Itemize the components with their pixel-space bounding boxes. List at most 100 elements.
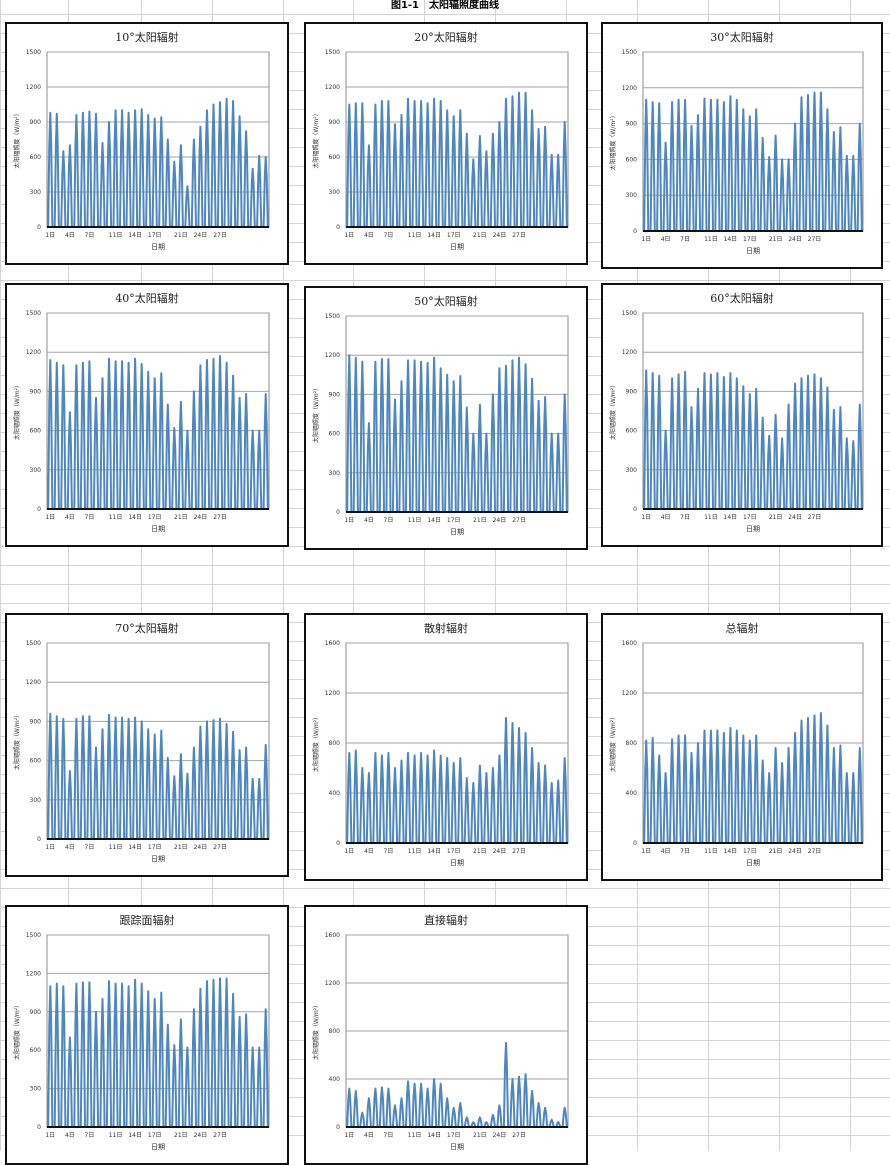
y-tick-label: 300 [329, 189, 341, 196]
data-point [787, 747, 790, 749]
data-point [826, 108, 829, 111]
x-tick-label: 17日 [743, 848, 757, 855]
data-point [82, 715, 84, 717]
x-tick-label: 24日 [493, 232, 507, 239]
data-point [800, 719, 803, 722]
data-point [238, 115, 241, 117]
data-point [459, 375, 462, 377]
data-point [439, 367, 442, 370]
data-point [479, 135, 481, 137]
data-point [212, 357, 215, 360]
chart-20-degree[interactable]: 20°太阳辐射 0 300 600 900 1200 1500 太阳辐照度（W/m²） 1日 4日… [304, 22, 588, 265]
data-point [563, 393, 566, 396]
x-tick-label: 14日 [724, 848, 738, 855]
x-tick-label: 11日 [109, 1132, 123, 1139]
x-tick-label: 1日 [45, 232, 55, 239]
x-tick-label: 21日 [473, 848, 487, 855]
data-point [82, 361, 84, 364]
y-tick-label: 400 [329, 1076, 341, 1083]
data-point [492, 1114, 494, 1116]
y-tick-label: 1200 [26, 679, 41, 686]
data-point [723, 376, 725, 378]
data-point [852, 772, 855, 774]
chart-10-degree[interactable]: 10°太阳辐射 0 300 600 900 1200 1500 太阳辐照度（W/m²） 1日 4日… [5, 22, 289, 265]
data-point [121, 360, 123, 363]
chart-30-degree[interactable]: 30°太阳辐射 0 300 600 900 1200 1500 太阳辐照度（W/m²） 1日 4日… [601, 22, 883, 269]
chart-title: 总辐射 [726, 621, 759, 635]
data-point [531, 109, 533, 112]
data-point [225, 97, 228, 100]
data-point [101, 728, 104, 730]
data-point [433, 357, 435, 359]
data-point [147, 990, 149, 993]
y-tick-label: 0 [633, 506, 637, 513]
data-point [88, 715, 91, 717]
x-tick-label: 4日 [364, 517, 374, 524]
chart-70-degree[interactable]: 70°太阳辐射 0 300 600 900 1200 1500 太阳辐照度（W/m²） 1日 4日… [5, 613, 289, 877]
x-tick-label: 27日 [213, 232, 227, 239]
x-tick-label: 14日 [427, 232, 441, 239]
data-point [180, 401, 182, 403]
y-tick-label: 900 [30, 119, 42, 126]
data-point [368, 422, 370, 424]
y-tick-label: 0 [633, 840, 637, 847]
chart-40-degree[interactable]: 40°太阳辐射 0 300 600 900 1200 1500 太阳辐照度（W/m²） 1日 4日… [5, 283, 289, 547]
y-tick-label: 300 [30, 797, 42, 804]
data-point [684, 371, 686, 373]
data-point [180, 753, 182, 755]
data-point [413, 359, 416, 362]
data-point [716, 372, 719, 374]
y-axis-label: 太阳辐照度（W/m²） [13, 712, 21, 770]
data-point [108, 714, 110, 716]
data-point [485, 772, 488, 774]
data-point [839, 406, 842, 408]
y-tick-label: 800 [329, 1028, 341, 1035]
data-point [127, 985, 130, 987]
chart-direct-radiation[interactable]: 直接辐射 0 400 800 1200 1600 太阳辐照度（W/m²） 1日 4日 7日 11日 1… [304, 905, 588, 1165]
data-point [264, 156, 267, 158]
x-tick-label: 27日 [808, 236, 822, 243]
data-point [755, 388, 757, 390]
data-point [232, 993, 234, 995]
data-point [485, 150, 488, 152]
data-point [167, 1023, 169, 1026]
chart-tracking-surface-radiation[interactable]: 跟踪面辐射 0 300 600 900 1200 1500 太阳辐照度（W/m²） 1日 4日 7日… [5, 905, 289, 1165]
data-point [62, 150, 65, 152]
data-point [852, 440, 855, 442]
y-axis-label: 太阳辐照度（W/m²） [312, 714, 320, 772]
data-point [774, 747, 777, 749]
y-tick-label: 1500 [325, 49, 340, 56]
x-axis-label: 日期 [450, 243, 464, 251]
x-tick-label: 1日 [344, 232, 354, 239]
chart-60-degree[interactable]: 60°太阳辐射 0 300 600 900 1200 1500 太阳辐照度（W/m²） 1日 4日… [601, 283, 883, 547]
x-tick-label: 4日 [65, 232, 75, 239]
data-point [749, 739, 751, 742]
data-point [95, 746, 97, 749]
chart-total-radiation[interactable]: 总辐射 0 400 800 1200 1600 太阳辐照度（W/m²） 1日 4日 7日 11日 14… [601, 613, 883, 881]
chart-50-degree[interactable]: 50°太阳辐射 0 300 600 900 1200 1500 太阳辐照度（W/m²） 1日 4日… [304, 286, 588, 550]
x-tick-label: 27日 [808, 848, 822, 855]
x-tick-label: 24日 [194, 514, 208, 521]
y-tick-label: 900 [329, 391, 341, 398]
data-point [160, 372, 163, 374]
chart-title: 散射辐射 [424, 621, 468, 635]
x-tick-label: 7日 [85, 844, 95, 851]
data-point [88, 110, 91, 113]
y-tick-label: 300 [329, 470, 341, 477]
x-tick-label: 14日 [128, 844, 142, 851]
data-point [492, 767, 494, 769]
data-point [645, 98, 647, 101]
data-point [420, 752, 422, 754]
data-point [407, 359, 409, 362]
x-tick-label: 14日 [724, 514, 738, 521]
data-point [167, 757, 169, 759]
data-point [813, 373, 816, 376]
chart-diffuse-radiation[interactable]: 散射辐射 0 400 800 1200 1600 太阳辐照度（W/m²） 1日 4日 7日 11日 1… [304, 613, 588, 881]
y-axis-label: 太阳辐照度（W/m²） [609, 714, 617, 772]
data-point [557, 432, 559, 435]
data-point [387, 752, 390, 754]
y-tick-label: 300 [626, 467, 638, 474]
x-tick-label: 17日 [148, 1132, 162, 1139]
x-tick-label: 11日 [408, 517, 422, 524]
data-point [820, 712, 822, 714]
